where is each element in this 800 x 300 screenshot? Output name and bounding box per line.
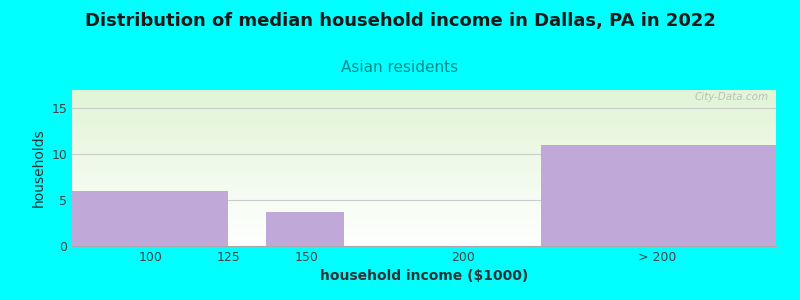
Text: Asian residents: Asian residents — [342, 60, 458, 75]
Y-axis label: households: households — [32, 129, 46, 207]
X-axis label: household income ($1000): household income ($1000) — [320, 269, 528, 284]
Text: Distribution of median household income in Dallas, PA in 2022: Distribution of median household income … — [85, 12, 715, 30]
Bar — [542, 145, 776, 246]
Bar — [72, 191, 229, 246]
Text: City-Data.com: City-Data.com — [695, 92, 769, 102]
Bar — [266, 212, 344, 246]
